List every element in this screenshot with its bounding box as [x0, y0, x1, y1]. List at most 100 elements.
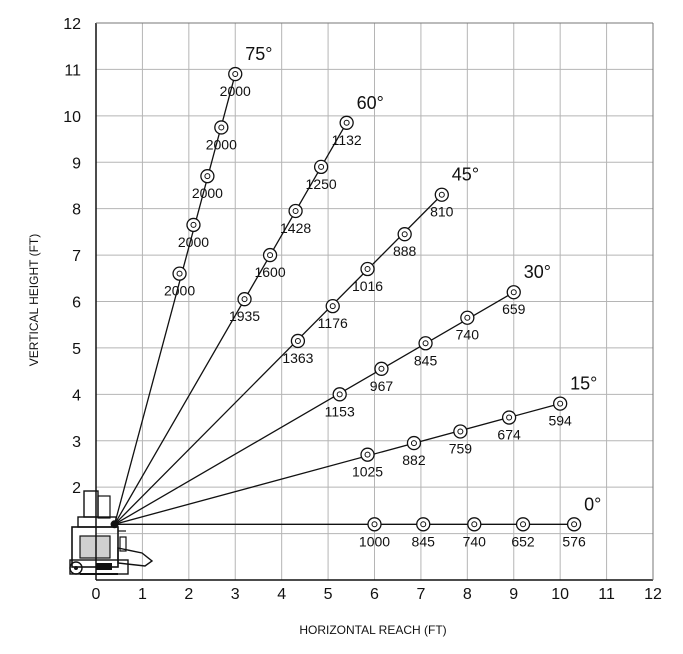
data-point: [325, 298, 340, 314]
x-tick-label: 9: [509, 586, 518, 603]
data-point: [374, 361, 389, 376]
y-tick-label: 8: [72, 202, 81, 219]
data-point-center: [401, 231, 408, 238]
data-point-center: [176, 270, 183, 277]
capacity-label: 1016: [352, 278, 383, 294]
data-point: [339, 115, 354, 130]
x-tick-label: 4: [277, 586, 286, 603]
y-axis-title: VERTICAL HEIGHT (FT): [27, 234, 41, 366]
x-axis-title: HORIZONTAL REACH (FT): [299, 623, 446, 637]
capacity-label: 1428: [280, 220, 311, 236]
capacity-label: 2000: [178, 234, 209, 250]
capacity-label: 659: [502, 301, 526, 317]
data-point: [453, 424, 468, 439]
capacity-label: 759: [449, 440, 473, 456]
capacity-label: 810: [430, 204, 454, 220]
series-45-deg: 1363 1176 1016 888 810 45°: [114, 165, 479, 525]
data-point-center: [364, 451, 371, 458]
x-tick-label: 2: [184, 586, 193, 603]
data-point: [418, 336, 433, 351]
data-point-center: [292, 207, 299, 214]
y-tick-label: 5: [72, 341, 81, 358]
data-point: [367, 517, 382, 532]
capacity-label: 1153: [325, 403, 355, 419]
data-point-center: [420, 521, 427, 528]
data-point-center: [506, 414, 513, 421]
capacity-label: 1600: [254, 264, 285, 280]
capacity-label: 740: [463, 533, 487, 549]
data-point-center: [232, 71, 239, 78]
data-point: [566, 517, 582, 532]
data-point-center: [438, 191, 445, 198]
data-point-center: [218, 124, 225, 131]
capacity-label: 845: [412, 533, 436, 549]
angle-label: 75°: [245, 44, 272, 64]
x-tick-label: 7: [416, 586, 425, 603]
capacity-label: 2000: [164, 283, 195, 299]
data-point: [506, 285, 521, 300]
data-point-center: [571, 521, 578, 528]
data-point: [467, 517, 482, 532]
data-point-center: [471, 521, 478, 528]
capacity-label: 1132: [332, 132, 362, 148]
data-point: [237, 292, 252, 307]
capacity-label: 1935: [229, 308, 260, 324]
data-point: [262, 247, 278, 263]
data-point-center: [557, 400, 564, 407]
data-point: [200, 169, 215, 184]
series-layer: 2000200020002000200075°19351600142812501…: [110, 44, 601, 549]
capacity-label: 1025: [352, 464, 383, 480]
data-point-center: [241, 296, 248, 303]
y-tick-label: 4: [72, 387, 81, 404]
boom-pivot: [110, 520, 119, 529]
capacity-label: 845: [414, 352, 438, 368]
data-point: [397, 227, 412, 242]
data-point-center: [294, 337, 301, 344]
data-point-center: [343, 119, 350, 126]
series-60-deg: 1935 1600 1428 1250 1132 60°: [114, 93, 384, 525]
series-75-deg: 2000 2000 2000 2000 2000 75°: [113, 44, 272, 525]
capacity-label: 740: [456, 327, 480, 343]
y-tick-label: 3: [72, 434, 81, 451]
x-tick-label: 1: [138, 586, 147, 603]
capacity-label: 888: [393, 243, 417, 259]
capacity-label: 967: [370, 378, 394, 394]
angle-label: 45°: [452, 165, 479, 185]
capacity-label: 1363: [282, 350, 313, 366]
capacity-label: 2000: [220, 83, 251, 99]
y-tick-label: 6: [72, 295, 81, 312]
capacity-label: 882: [402, 452, 426, 468]
x-tick-label: 10: [551, 586, 569, 603]
y-tick-label: 11: [64, 62, 81, 79]
data-point-center: [204, 173, 211, 180]
angle-label: 0°: [584, 494, 601, 514]
data-point-center: [329, 303, 336, 310]
capacity-label: 594: [548, 413, 572, 429]
data-point: [172, 266, 187, 281]
series-15-deg: 1025 882 759 674 594 15°: [114, 374, 597, 525]
data-point-center: [510, 289, 517, 296]
y-tick-label: 2: [72, 480, 81, 497]
data-point: [553, 396, 568, 411]
capacity-label: 1250: [306, 176, 337, 192]
data-point: [515, 517, 531, 532]
y-tick-label: 7: [72, 248, 81, 265]
data-point-center: [267, 252, 274, 259]
series-line: [114, 194, 443, 525]
x-tick-label: 0: [92, 586, 101, 603]
data-point: [288, 203, 303, 219]
y-tick-label: 10: [63, 109, 81, 126]
data-point-center: [378, 365, 385, 372]
data-point: [460, 310, 475, 325]
capacity-label: 1176: [318, 315, 348, 331]
data-point-center: [318, 163, 325, 170]
series-line: [114, 291, 515, 525]
data-point-center: [422, 340, 429, 347]
series-line: [114, 122, 348, 525]
capacity-label: 1000: [359, 533, 390, 549]
data-point: [290, 333, 306, 349]
x-tick-label: 8: [463, 586, 472, 603]
capacity-label: 576: [562, 533, 586, 549]
